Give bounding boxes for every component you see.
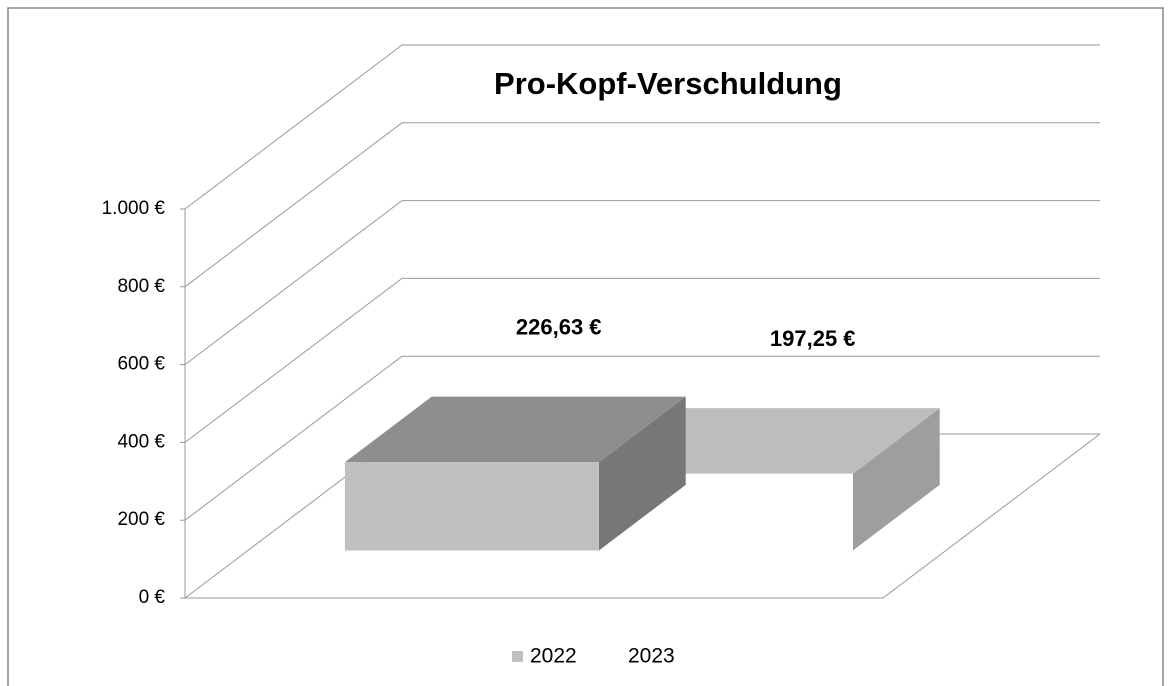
y-tick-label: 200 € bbox=[117, 509, 165, 530]
grid-line bbox=[184, 277, 1100, 443]
y-tick-label: 0 € bbox=[139, 587, 166, 608]
floor-edge bbox=[185, 433, 1101, 599]
grid-line bbox=[184, 122, 1100, 288]
legend-swatch bbox=[512, 651, 523, 662]
chart-title: Pro-Kopf-Verschuldung bbox=[494, 66, 842, 101]
y-tick-label: 600 € bbox=[117, 354, 165, 375]
legend-label: 2022 bbox=[530, 645, 577, 668]
bar bbox=[344, 462, 599, 551]
grid-line bbox=[184, 355, 1100, 521]
grid-line bbox=[184, 200, 1100, 365]
legend-swatch bbox=[610, 651, 621, 662]
y-tick-label: 1.000 € bbox=[102, 198, 166, 219]
y-tick-label: 400 € bbox=[117, 431, 165, 452]
bar-top bbox=[344, 396, 686, 463]
chart-frame bbox=[7, 7, 1164, 686]
grid-line bbox=[184, 44, 1100, 210]
y-tick-label: 800 € bbox=[117, 276, 165, 297]
bar-side bbox=[852, 408, 940, 551]
data-label: 197,25 € bbox=[770, 326, 856, 351]
bar-side bbox=[598, 396, 686, 551]
legend-label: 2023 bbox=[628, 645, 675, 668]
data-label: 226,63 € bbox=[516, 314, 602, 339]
